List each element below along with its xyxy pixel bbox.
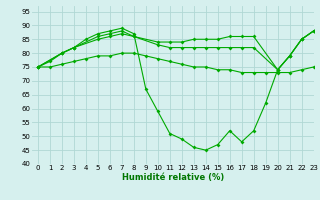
X-axis label: Humidité relative (%): Humidité relative (%) — [122, 173, 224, 182]
